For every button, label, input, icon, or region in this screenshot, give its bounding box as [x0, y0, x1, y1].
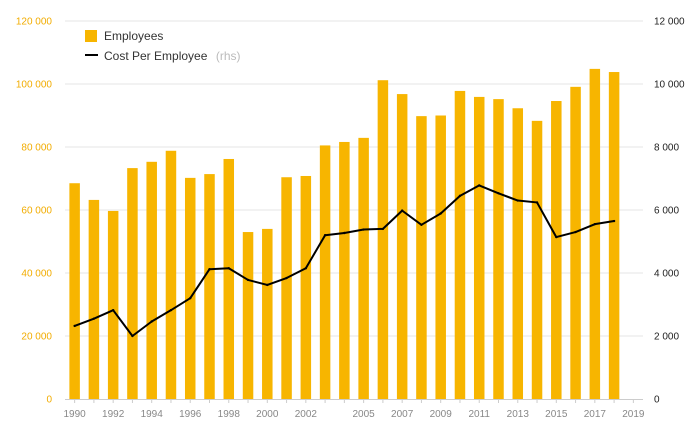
employees-bar — [531, 120, 543, 399]
employees-bar — [377, 80, 389, 399]
employees-bar — [551, 101, 562, 399]
cost-per-employee-point — [208, 268, 211, 271]
grid-lines — [65, 20, 643, 337]
cost-per-employee-point — [150, 320, 153, 323]
legend-swatch-employees — [85, 30, 97, 42]
y-left-tick-label: 20 000 — [21, 332, 52, 343]
x-tick-label: 1998 — [218, 409, 241, 420]
employees-bar — [262, 228, 273, 399]
x-tick-label: 2000 — [256, 409, 279, 420]
employees-bar — [300, 175, 312, 399]
employees-bar — [396, 94, 408, 399]
employees-bar — [88, 199, 100, 399]
employees-bar — [223, 158, 235, 399]
cost-per-employee-point — [285, 276, 288, 280]
x-tick-label: 2009 — [430, 409, 453, 420]
x-tick-label: 2017 — [584, 409, 607, 420]
cost-per-employee-point — [400, 209, 404, 212]
cost-per-employee-point — [458, 194, 462, 198]
y-right-tick-label: 2 000 — [654, 332, 679, 343]
y-left-tick-label: 40 000 — [21, 269, 52, 280]
x-tick-label: 2015 — [545, 409, 568, 420]
legend-label-cost-name: Cost Per Employee — [104, 49, 208, 63]
cost-per-employee-point — [73, 324, 76, 328]
employees-bar — [473, 96, 485, 399]
cost-per-employee-point — [439, 212, 442, 215]
employees-bar — [608, 72, 620, 399]
x-tick-label: 1996 — [179, 409, 202, 420]
cost-per-employee-point — [246, 278, 250, 282]
cost-per-employee-point — [497, 192, 500, 195]
cost-per-employee-point — [189, 297, 192, 300]
employees-bars — [69, 68, 620, 400]
y-right-tick-label: 12 000 — [654, 17, 685, 28]
cost-per-employee-point — [478, 184, 481, 187]
y-right-tick-label: 0 — [654, 395, 660, 406]
employees-bar — [358, 137, 369, 400]
cost-per-employee-point — [323, 234, 327, 237]
x-tick-label: 1992 — [102, 409, 125, 420]
x-tick-label: 1990 — [64, 409, 87, 420]
cost-per-employee-point — [593, 222, 597, 226]
x-tick-label: 2013 — [507, 409, 530, 420]
employees-bar — [435, 115, 446, 399]
cost-per-employee-point — [266, 283, 269, 287]
employees-bar — [416, 116, 427, 399]
employees-bar — [69, 183, 80, 399]
legend: Employees Cost Per Employee (rhs) — [85, 29, 241, 64]
cost-per-employee-point — [555, 235, 558, 239]
employees-bar — [242, 232, 254, 399]
x-tick-label: 1994 — [141, 409, 164, 420]
cost-per-employee-point — [169, 308, 173, 312]
cost-per-employee-point — [343, 231, 346, 235]
employees-bar — [204, 174, 215, 399]
employees-bar — [589, 68, 601, 399]
y-left-tick-label: 120 000 — [16, 17, 53, 28]
cost-per-employee-point — [92, 317, 96, 320]
employees-bar — [339, 141, 350, 399]
cost-per-employee-point — [535, 201, 539, 204]
y-left-tick-label: 0 — [46, 395, 52, 406]
y-right-tick-label: 10 000 — [654, 80, 685, 91]
legend-label-cost-suffix: (rhs) — [216, 49, 241, 63]
y-left-tick-label: 100 000 — [16, 80, 53, 91]
cost-per-employee-point — [111, 308, 115, 312]
cost-per-employee-point — [612, 219, 616, 223]
cost-per-employee-point — [420, 223, 423, 227]
x-tick-label: 2005 — [353, 409, 376, 420]
employees-bar — [184, 177, 196, 399]
y-right-tick-label: 4 000 — [654, 269, 679, 280]
employees-bar — [107, 210, 119, 399]
axes: 0 20 000 40 000 60 000 80 000 100 000 120 000 0… — [16, 17, 685, 421]
x-tick-label: 2007 — [391, 409, 414, 420]
x-tick-label: 2002 — [295, 409, 318, 420]
employees-bar — [146, 161, 157, 399]
cost-per-employee-point — [131, 334, 134, 338]
y-right-tick-label: 6 000 — [654, 206, 679, 217]
cost-per-employee-point — [362, 228, 365, 231]
cost-per-employee-series — [73, 184, 616, 338]
employees-bar — [165, 150, 177, 399]
employees-bar — [512, 108, 524, 399]
cost-per-employee-point — [516, 199, 519, 202]
y-left-tick-label: 80 000 — [21, 143, 52, 154]
employees-bar — [319, 145, 331, 399]
x-tick-label: 2011 — [468, 409, 490, 420]
employees-bar — [493, 99, 504, 400]
legend-label-cost-per-employee: Cost Per Employee (rhs) — [104, 47, 241, 64]
y-left-tick-label: 60 000 — [21, 206, 52, 217]
employees-bar — [570, 86, 581, 400]
x-tick-label: 2019 — [622, 409, 645, 420]
cost-per-employee-point — [227, 267, 230, 270]
y-right-tick-label: 8 000 — [654, 143, 679, 154]
legend-label-employees: Employees — [104, 29, 163, 43]
cost-per-employee-point — [574, 230, 577, 234]
employees-bar — [454, 90, 466, 400]
employees-bar — [281, 177, 292, 399]
cost-per-employee-point — [304, 267, 308, 270]
cost-per-employee-point — [381, 227, 385, 231]
employees-bar — [127, 168, 138, 399]
